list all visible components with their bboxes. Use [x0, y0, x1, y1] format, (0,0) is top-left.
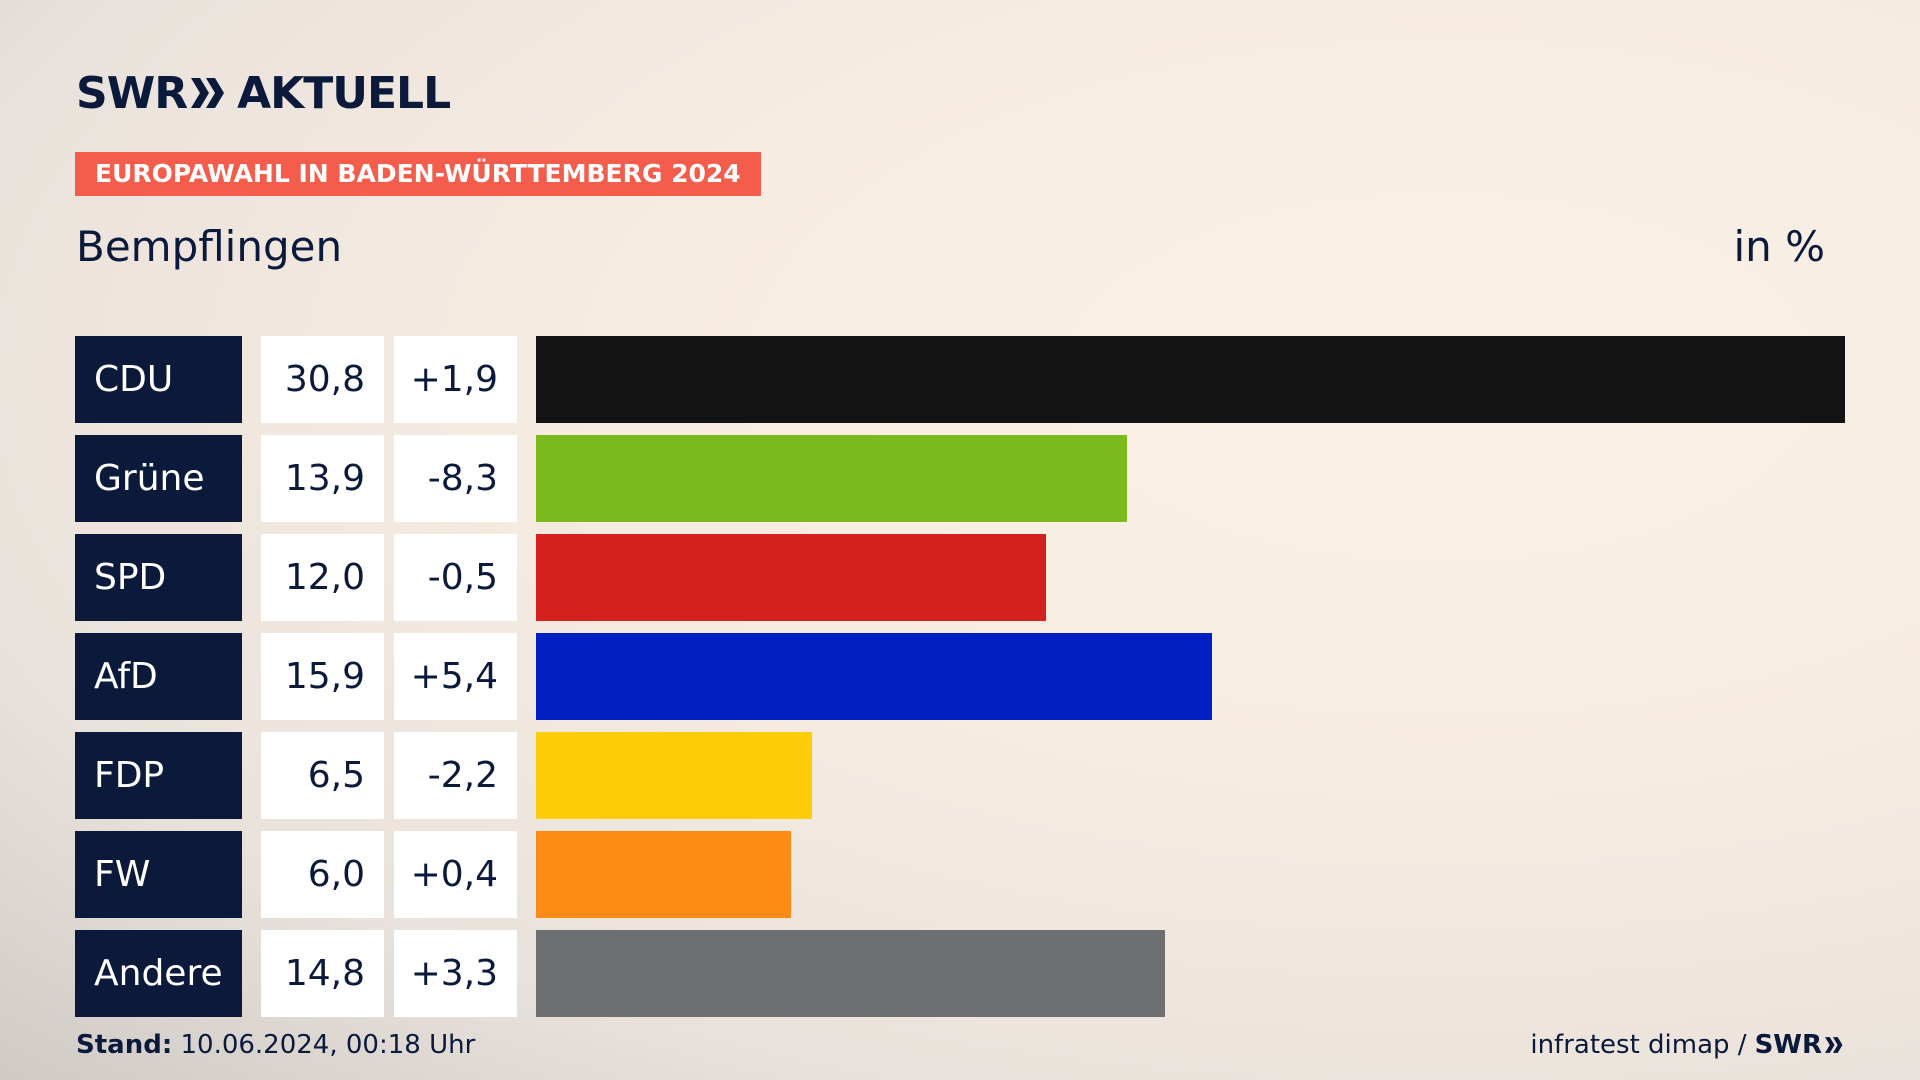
result-bar	[536, 831, 791, 918]
vote-share-label: 14,8	[261, 930, 384, 1017]
result-row: FDP 6,5 -2,2	[75, 732, 1845, 819]
vote-share-label: 6,5	[261, 732, 384, 819]
party-label: SPD	[75, 534, 242, 621]
logo-aktuell-text: AKTUELL	[237, 67, 451, 119]
source-credit: infratest dimap / SWR	[1530, 1030, 1844, 1060]
party-label: CDU	[75, 336, 242, 423]
change-label: +1,9	[394, 336, 517, 423]
change-label: +5,4	[394, 633, 517, 720]
logo-swr-text: SWR	[76, 67, 188, 119]
result-bar	[536, 435, 1127, 522]
party-label: FDP	[75, 732, 242, 819]
party-label: AfD	[75, 633, 242, 720]
swr-small-logo: SWR	[1755, 1030, 1844, 1060]
party-label: Andere	[75, 930, 242, 1017]
swr-small-text: SWR	[1754, 1030, 1822, 1060]
vote-share-label: 15,9	[261, 633, 384, 720]
result-bar	[536, 534, 1046, 621]
result-bar	[536, 633, 1212, 720]
change-label: +0,4	[394, 831, 517, 918]
municipality-title: Bempflingen	[76, 222, 343, 271]
result-row: FW 6,0 +0,4	[75, 831, 1845, 918]
result-row: CDU 30,8 +1,9	[75, 336, 1845, 423]
timestamp: Stand: 10.06.2024, 00:18 Uhr	[76, 1030, 475, 1060]
result-bar	[536, 930, 1165, 1017]
vote-share-label: 13,9	[261, 435, 384, 522]
change-label: -2,2	[394, 732, 517, 819]
source-text: infratest dimap /	[1530, 1030, 1747, 1060]
change-label: -0,5	[394, 534, 517, 621]
result-row: SPD 12,0 -0,5	[75, 534, 1845, 621]
election-banner: EUROPAWAHL IN BADEN-WÜRTTEMBERG 2024	[75, 152, 761, 196]
result-row: Grüne 13,9 -8,3	[75, 435, 1845, 522]
party-label: FW	[75, 831, 242, 918]
double-chevron-icon	[191, 78, 225, 108]
swr-aktuell-logo: SWR AKTUELL	[76, 67, 451, 119]
vote-share-label: 6,0	[261, 831, 384, 918]
result-row: AfD 15,9 +5,4	[75, 633, 1845, 720]
double-chevron-small-icon	[1825, 1037, 1843, 1053]
party-label: Grüne	[75, 435, 242, 522]
change-label: -8,3	[394, 435, 517, 522]
vote-share-label: 12,0	[261, 534, 384, 621]
result-bar	[536, 732, 812, 819]
unit-label: in %	[1733, 222, 1825, 271]
result-row: Andere 14,8 +3,3	[75, 930, 1845, 1017]
stand-value: 10.06.2024, 00:18 Uhr	[180, 1030, 476, 1060]
vote-share-label: 30,8	[261, 336, 384, 423]
result-bar	[536, 336, 1845, 423]
change-label: +3,3	[394, 930, 517, 1017]
stand-label: Stand:	[76, 1030, 173, 1060]
